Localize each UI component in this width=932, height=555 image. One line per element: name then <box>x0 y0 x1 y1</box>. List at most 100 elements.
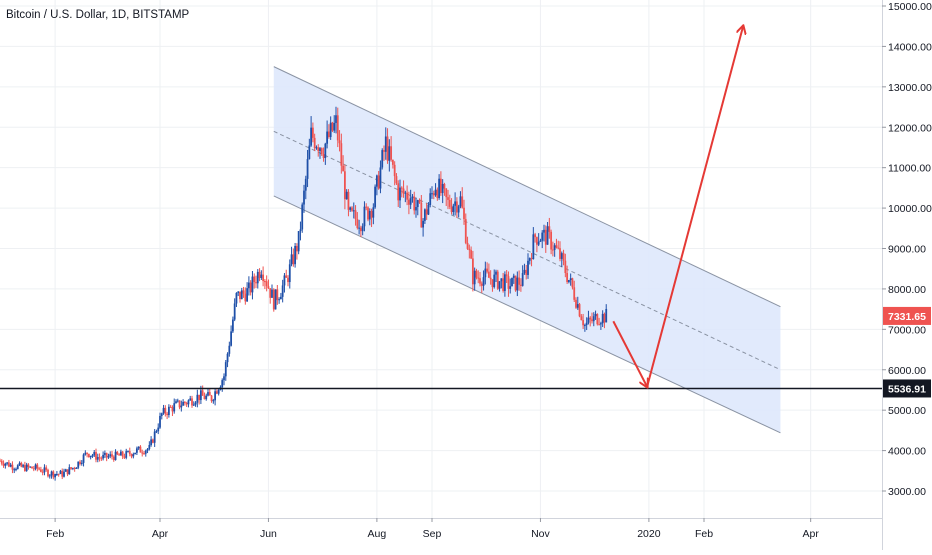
candle-body <box>73 467 76 469</box>
candle-body <box>498 281 501 289</box>
candle-body <box>359 227 362 232</box>
candle-body <box>86 452 89 454</box>
candle-body <box>416 200 419 208</box>
candle-body <box>391 159 394 165</box>
candle-body <box>358 227 361 229</box>
candle-body <box>239 291 241 300</box>
candle-body <box>381 150 384 168</box>
candle-body <box>231 319 234 332</box>
candle-body <box>527 260 529 275</box>
candle-body <box>411 196 414 199</box>
candle-body <box>541 232 544 241</box>
candle-body <box>605 308 608 323</box>
candle-body <box>308 145 311 160</box>
candle-body <box>251 276 254 293</box>
candle-body <box>198 394 201 401</box>
candle-body <box>128 451 131 455</box>
candle-body <box>111 454 113 457</box>
candle-body <box>548 226 551 232</box>
candle-body <box>375 175 378 187</box>
candle-body <box>294 245 297 265</box>
candle-body <box>71 467 74 469</box>
candle-body <box>400 187 403 189</box>
price-axis <box>882 0 932 550</box>
candle-body <box>550 231 553 250</box>
candle-body <box>599 323 602 325</box>
time-tick-label: Sep <box>423 528 442 540</box>
candle-body <box>551 249 554 251</box>
candle-body <box>537 241 540 245</box>
candle-body <box>169 406 172 408</box>
candle-body <box>75 467 78 469</box>
horizontal-level-badge <box>883 379 931 398</box>
candle-body <box>557 247 560 249</box>
candle-body <box>320 148 323 155</box>
forecast-arrow-up <box>646 26 743 387</box>
price-tick-label: 3000.00 <box>888 486 926 498</box>
candle-body <box>25 464 28 471</box>
candle-body <box>39 469 42 472</box>
candle-body <box>560 253 563 259</box>
candle-body <box>256 271 259 284</box>
candle-body <box>57 474 60 476</box>
candle-body <box>475 270 478 278</box>
candle-body <box>418 200 421 203</box>
candle-body <box>127 451 129 453</box>
candle-body <box>326 131 329 144</box>
candle-body <box>70 467 73 469</box>
candle-body <box>196 394 199 403</box>
candle-body <box>192 404 195 406</box>
candle-body <box>36 464 39 469</box>
candle-body <box>466 242 469 249</box>
candle-body <box>443 183 446 189</box>
candle-body <box>361 226 364 232</box>
candle-body <box>368 210 371 220</box>
candle-body <box>352 210 355 212</box>
horizontal-level-label: 5536.91 <box>888 383 926 395</box>
candle-body <box>235 292 238 304</box>
candle-body <box>530 258 533 260</box>
candle-body <box>27 464 30 467</box>
candle-body <box>445 188 448 198</box>
candle-body <box>212 400 215 402</box>
candle-body <box>303 190 305 205</box>
candle-body <box>461 196 464 208</box>
candle-body <box>484 268 487 278</box>
time-tick-label: 2020 <box>637 528 661 540</box>
candle-body <box>215 391 218 394</box>
candle-body <box>420 202 423 228</box>
candle-body <box>210 395 213 402</box>
candle-body <box>146 448 149 451</box>
candle-body <box>511 277 513 287</box>
candle-body <box>141 452 144 454</box>
candle-body <box>377 175 380 189</box>
candle-body <box>566 273 569 282</box>
candle-body <box>4 463 7 466</box>
candle-body <box>255 282 257 284</box>
candle-body <box>363 206 366 227</box>
candle-body <box>399 187 401 201</box>
time-tick-label: Jun <box>260 528 277 540</box>
candle-body <box>50 471 53 476</box>
candle-body <box>107 456 110 458</box>
candle-body <box>68 467 71 475</box>
time-tick-label: Feb <box>695 528 713 540</box>
candle-body <box>372 207 375 218</box>
forecast-arrow-down <box>612 320 647 386</box>
candle-body <box>313 137 316 149</box>
candle-body <box>431 193 433 195</box>
candle-body <box>447 197 449 200</box>
candle-body <box>413 196 416 211</box>
candle-body <box>180 405 183 408</box>
candle-body <box>173 403 176 412</box>
candle-body <box>84 452 87 455</box>
candle-body <box>468 248 471 251</box>
candle-body <box>439 178 442 194</box>
candle-body <box>441 183 444 194</box>
candle-body <box>79 461 81 465</box>
candle-body <box>495 271 497 275</box>
candle-body <box>221 380 224 388</box>
channel-median-line <box>273 130 781 371</box>
